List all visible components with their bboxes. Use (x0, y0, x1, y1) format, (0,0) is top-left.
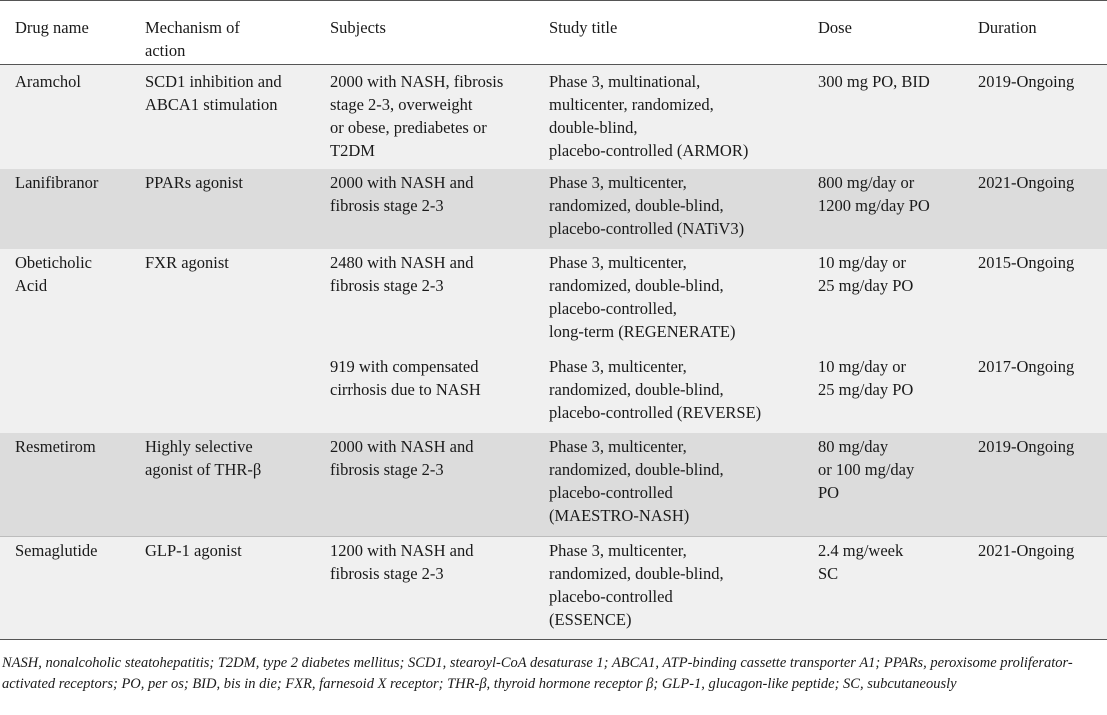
cell-duration: 2019-Ongoing (963, 432, 1107, 537)
cell-dose: 800 mg/day or 1200 mg/day PO (803, 168, 963, 249)
cell-mechanism: GLP-1 agonist (130, 536, 315, 640)
cell-subjects: 2000 with NASH, fibrosis stage 2-3, over… (315, 64, 534, 169)
cell-study: Phase 3, multicenter, randomized, double… (534, 536, 803, 640)
table-header-row: Drug name Mechanism of action Subjects S… (0, 0, 1107, 65)
cell-dose: 10 mg/day or 25 mg/day PO (803, 248, 963, 353)
header-mechanism: Mechanism of action (130, 0, 315, 65)
cell-mechanism: Highly selective agonist of THR-β (130, 432, 315, 537)
cell-subjects: 2000 with NASH and fibrosis stage 2-3 (315, 168, 534, 249)
header-duration: Duration (963, 0, 1107, 65)
header-study-title: Study title (534, 0, 803, 65)
cell-drug: Obeticholic Acid (0, 248, 130, 433)
table-footnote: NASH, nonalcoholic steatohepatitis; T2DM… (2, 655, 1073, 692)
cell-subjects: 2480 with NASH and fibrosis stage 2-3 (315, 248, 534, 353)
header-dose: Dose (803, 0, 963, 65)
cell-study: Phase 3, multicenter, randomized, double… (534, 432, 803, 537)
cell-dose: 2.4 mg/week SC (803, 536, 963, 640)
cell-duration: 2021-Ongoing (963, 536, 1107, 640)
cell-study: Phase 3, multinational, multicenter, ran… (534, 64, 803, 169)
cell-mechanism: PPARs agonist (130, 168, 315, 249)
table-row-lanifibranor: Lanifibranor PPARs agonist 2000 with NAS… (0, 168, 1107, 249)
cell-mechanism: SCD1 inhibition and ABCA1 stimulation (130, 64, 315, 169)
cell-drug: Lanifibranor (0, 168, 130, 249)
cell-drug: Semaglutide (0, 536, 130, 640)
cell-study: Phase 3, multicenter, randomized, double… (534, 248, 803, 353)
cell-duration: 2015-Ongoing (963, 248, 1107, 353)
cell-subjects: 919 with compensated cirrhosis due to NA… (315, 352, 534, 433)
cell-duration: 2019-Ongoing (963, 64, 1107, 169)
cell-mechanism: FXR agonist (130, 248, 315, 433)
cell-duration: 2021-Ongoing (963, 168, 1107, 249)
cell-dose: 80 mg/day or 100 mg/day PO (803, 432, 963, 537)
table-row-resmetirom: Resmetirom Highly selective agonist of T… (0, 432, 1107, 537)
table-row-obeticholic-acid: Obeticholic Acid FXR agonist 2480 with N… (0, 248, 1107, 433)
cell-dose: 300 mg PO, BID (803, 64, 963, 169)
table-row-obeticholic-acid-reverse: 919 with compensated cirrhosis due to NA… (0, 352, 1107, 433)
cell-drug: Aramchol (0, 64, 130, 169)
cell-study: Phase 3, multicenter, randomized, double… (534, 352, 803, 433)
table-row-semaglutide: Semaglutide GLP-1 agonist 1200 with NASH… (0, 536, 1107, 640)
cell-subjects: 2000 with NASH and fibrosis stage 2-3 (315, 432, 534, 537)
cell-dose: 10 mg/day or 25 mg/day PO (803, 352, 963, 433)
cell-subjects: 1200 with NASH and fibrosis stage 2-3 (315, 536, 534, 640)
cell-duration: 2017-Ongoing (963, 352, 1107, 433)
cell-drug: Resmetirom (0, 432, 130, 537)
header-drug-name: Drug name (0, 0, 130, 65)
table-row-aramchol: Aramchol SCD1 inhibition and ABCA1 stimu… (0, 64, 1107, 169)
header-subjects: Subjects (315, 0, 534, 65)
clinical-trials-table: Drug name Mechanism of action Subjects S… (0, 0, 1107, 640)
cell-study: Phase 3, multicenter, randomized, double… (534, 168, 803, 249)
